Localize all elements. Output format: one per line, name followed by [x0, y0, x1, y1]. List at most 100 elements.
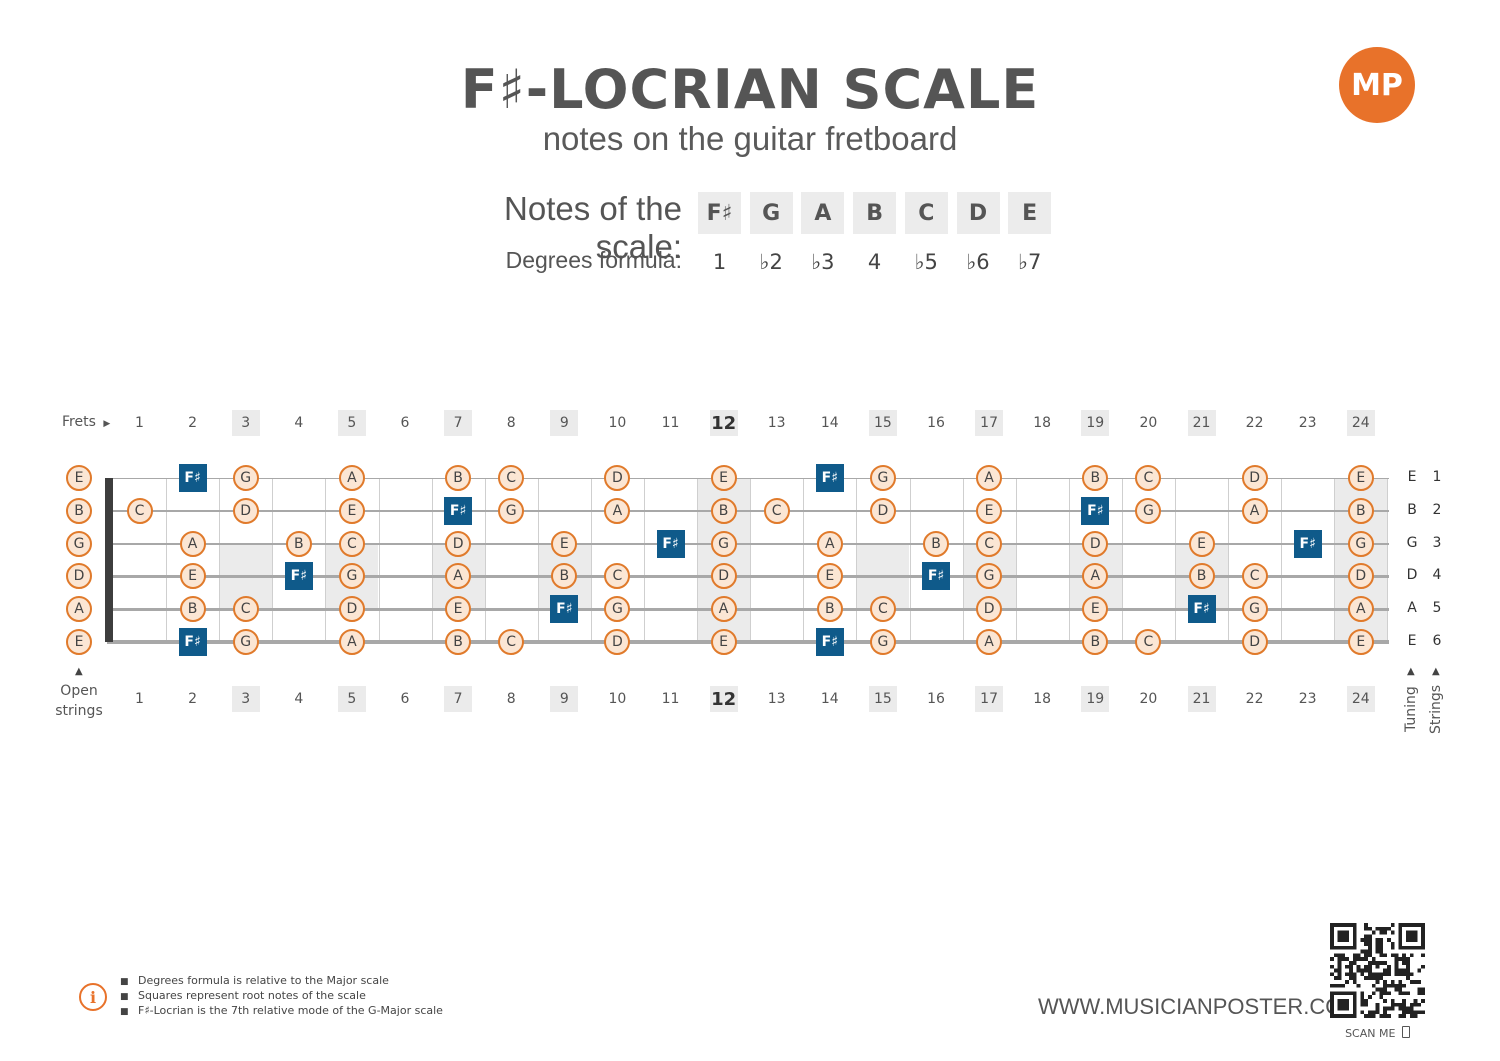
note-marker: C: [338, 530, 365, 557]
fret-number: 20: [1139, 415, 1158, 431]
fret-number: 10: [608, 691, 627, 707]
root-note-marker: F♯: [178, 464, 207, 492]
fret-wire: [750, 478, 752, 642]
fret-number: 7: [444, 410, 473, 436]
note-marker: E: [1188, 530, 1215, 557]
phone-icon: [1401, 1026, 1410, 1038]
root-note-marker: F♯: [178, 628, 207, 656]
note-marker: B: [179, 596, 206, 623]
note-marker: A: [1347, 596, 1374, 623]
legend-item: ■ Squares represent root notes of the sca…: [120, 989, 366, 1002]
bullet-icon: ■: [120, 977, 129, 987]
note-marker: G: [232, 465, 259, 491]
legend-text: F♯-Locrian is the 7th relative mode of t…: [138, 1004, 443, 1017]
note-marker: B: [1082, 465, 1109, 491]
fret-wire: [484, 478, 486, 642]
note-marker: D: [1347, 563, 1374, 590]
note-marker: C: [126, 497, 153, 524]
note-marker: B: [1082, 629, 1109, 655]
root-note-marker: F♯: [815, 628, 844, 656]
note-marker: D: [710, 563, 737, 590]
frets-label: Frets ▶: [62, 414, 110, 430]
note-marker: G: [869, 629, 896, 655]
note-marker: D: [1082, 530, 1109, 557]
note-marker: A: [976, 465, 1003, 491]
open-strings-label: Open strings: [50, 681, 108, 721]
fret-wire: [909, 478, 911, 642]
note-marker: B: [816, 596, 843, 623]
root-note-marker: F♯: [444, 496, 473, 525]
note-marker: C: [498, 629, 525, 655]
tuning-note: E: [1407, 469, 1417, 485]
fret-inlay: [219, 543, 273, 577]
fret-number: 1: [135, 691, 144, 707]
scale-degree: ♭7: [1018, 250, 1042, 274]
note-marker: G: [66, 530, 92, 557]
root-note-marker: F♯: [550, 595, 579, 624]
note-marker: G: [869, 465, 896, 491]
fret-number: 5: [337, 410, 366, 436]
note-marker: A: [445, 563, 472, 590]
fret-number: 19: [1081, 410, 1110, 436]
fretboard-nut: [105, 478, 113, 642]
scan-me-label: SCAN ME: [1330, 1026, 1425, 1040]
note-marker: A: [66, 596, 92, 623]
note-marker: E: [816, 563, 843, 590]
note-marker: D: [1241, 465, 1268, 491]
note-marker: E: [1347, 465, 1374, 491]
fret-number: 24: [1346, 686, 1375, 712]
fret-number: 21: [1187, 410, 1216, 436]
fret-wire: [166, 478, 168, 642]
note-marker: G: [1241, 596, 1268, 623]
fret-wire: [431, 478, 433, 642]
guitar-string: [107, 640, 1389, 644]
legend-text: Squares represent root notes of the scal…: [138, 989, 366, 1002]
note-marker: D: [338, 596, 365, 623]
bullet-icon: ■: [120, 1007, 129, 1017]
note-marker: E: [976, 497, 1003, 524]
note-marker: E: [66, 629, 92, 655]
string-number: 4: [1432, 567, 1442, 584]
scale-degree: 1: [712, 250, 727, 274]
fret-number: 17: [975, 686, 1004, 712]
bullet-icon: ■: [120, 992, 129, 1002]
fret-number: 5: [337, 686, 366, 712]
open-strings-line-1: Open: [60, 683, 98, 699]
fret-number: 8: [506, 691, 516, 707]
note-marker: A: [1082, 563, 1109, 590]
scale-note-box: G: [749, 192, 793, 234]
qr-code-icon[interactable]: [1330, 923, 1425, 1018]
note-marker: G: [232, 629, 259, 655]
website-link[interactable]: WWW.MUSICIANPOSTER.COM: [1038, 994, 1361, 1019]
scale-note-box: C: [904, 192, 948, 234]
fret-number: 23: [1298, 415, 1317, 431]
guitar-string: [107, 510, 1389, 512]
string-number: 1: [1432, 469, 1442, 485]
guitar-string: [107, 607, 1389, 611]
fret-number: 16: [927, 691, 945, 707]
note-marker: D: [66, 563, 92, 590]
fret-number: 19: [1081, 686, 1110, 712]
fret-number: 16: [927, 415, 945, 431]
scale-degree: ♭6: [966, 250, 990, 274]
page-subtitle: notes on the guitar fretboard: [542, 120, 958, 157]
fret-number: 23: [1298, 691, 1317, 707]
fret-wire: [1015, 478, 1017, 642]
degrees-formula-label: Degrees formula:: [505, 247, 682, 273]
note-marker: G: [710, 530, 737, 557]
scale-note-box: F♯: [698, 192, 741, 234]
note-marker: A: [976, 629, 1003, 655]
note-marker: G: [498, 497, 525, 524]
note-marker: B: [551, 563, 578, 590]
note-marker: D: [232, 497, 259, 524]
note-marker: E: [710, 465, 737, 491]
fret-number: 10: [608, 415, 627, 431]
fret-wire: [537, 478, 539, 642]
fret-inlay: [856, 543, 910, 577]
play-arrow-icon: ▶: [103, 419, 111, 429]
fret-wire: [803, 478, 805, 642]
scale-note-box: A: [801, 192, 845, 234]
info-icon: i: [79, 983, 107, 1011]
fret-wire: [1175, 478, 1176, 642]
fret-number: 12: [709, 410, 738, 436]
